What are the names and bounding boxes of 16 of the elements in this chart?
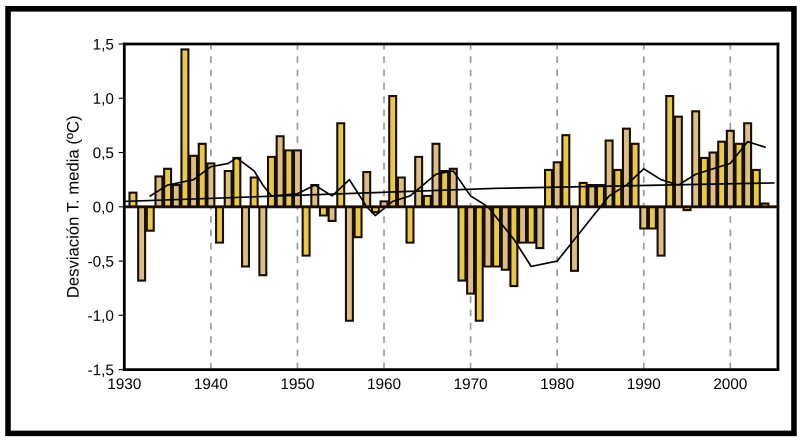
y-tick-label: 1,0 (94, 93, 114, 106)
x-tick-label: 1960 (368, 378, 400, 390)
y-axis-title: Desviación T. media (ºC) (66, 116, 82, 297)
y-tick-label: -1,5 (88, 364, 114, 378)
y-tick-label: -0,5 (88, 256, 114, 269)
x-tick-label: 1940 (195, 378, 228, 390)
x-tick-label: 2000 (714, 378, 747, 390)
y-tick-label: -1,0 (88, 310, 114, 323)
x-tick-label: 1930 (108, 378, 141, 390)
x-tick-label: 1950 (282, 378, 314, 390)
x-tick-label: 1970 (454, 378, 487, 390)
y-tick-label: 0,0 (93, 202, 114, 214)
x-tick-label: 1990 (628, 378, 660, 390)
y-tick-label: 1,5 (94, 39, 114, 52)
x-tick-label: 1980 (541, 378, 574, 390)
y-tick-label: 0,5 (93, 147, 114, 160)
